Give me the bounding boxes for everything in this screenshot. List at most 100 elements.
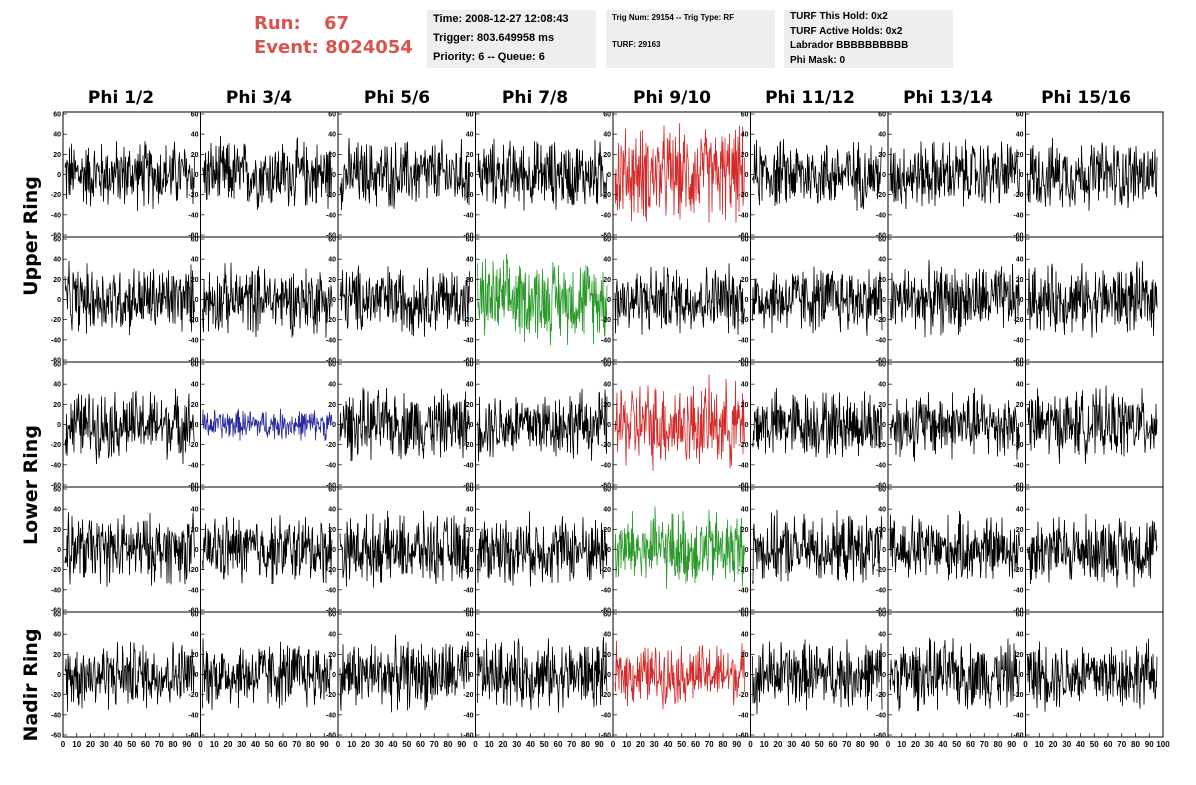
y-tick-label: 0 — [745, 422, 749, 429]
y-tick-label: 20 — [53, 277, 61, 284]
x-tick-label: 20 — [224, 740, 233, 749]
y-tick-label: -60 — [738, 608, 748, 615]
y-tick-label: -40 — [601, 337, 611, 344]
y-tick-label: -60 — [1013, 358, 1023, 365]
y-tick-label: 60 — [603, 237, 611, 244]
y-tick-label: 60 — [328, 362, 336, 369]
y-tick-label: -60 — [463, 233, 473, 240]
y-tick-label: 60 — [878, 487, 886, 494]
y-tick-label: 0 — [745, 297, 749, 304]
y-tick-label: 20 — [191, 277, 199, 284]
y-tick-label: -60 — [876, 358, 886, 365]
y-tick-label: 60 — [466, 112, 474, 119]
y-tick-label: -20 — [1013, 192, 1023, 199]
y-tick-label: 40 — [53, 257, 61, 264]
x-tick-label: 40 — [801, 740, 810, 749]
y-tick-label: -20 — [326, 692, 336, 699]
y-tick-label: 20 — [878, 527, 886, 534]
x-tick-label: 0 — [336, 740, 341, 749]
waveform-trace — [64, 388, 195, 465]
y-tick-label: -60 — [876, 608, 886, 615]
y-tick-label: 60 — [603, 112, 611, 119]
y-tick-label: 40 — [191, 382, 199, 389]
waveform-trace — [614, 506, 745, 590]
x-tick-label: 40 — [664, 740, 673, 749]
y-tick-label: 40 — [741, 507, 749, 514]
y-tick-label: 60 — [603, 362, 611, 369]
y-tick-label: 0 — [607, 672, 611, 679]
y-tick-label: 20 — [191, 527, 199, 534]
x-tick-label: 40 — [1076, 740, 1085, 749]
y-tick-label: -60 — [51, 483, 61, 490]
y-tick-label: -20 — [326, 317, 336, 324]
y-tick-label: 40 — [1016, 507, 1024, 514]
y-tick-label: 60 — [1016, 487, 1024, 494]
phi-header-5: Phi 9/10 — [632, 88, 711, 108]
y-tick-label: -20 — [876, 442, 886, 449]
y-tick-label: 20 — [328, 152, 336, 159]
y-tick-label: 40 — [603, 382, 611, 389]
y-tick-label: 0 — [607, 172, 611, 179]
y-tick-label: 20 — [1016, 277, 1024, 284]
y-tick-label: 40 — [191, 632, 199, 639]
y-tick-label: 60 — [1016, 362, 1024, 369]
waveform-trace — [477, 388, 608, 462]
y-tick-label: 40 — [466, 257, 474, 264]
waveform-trace — [752, 639, 883, 715]
y-tick-label: 20 — [466, 152, 474, 159]
y-tick-label: -20 — [463, 567, 473, 574]
x-tick-label: 0 — [748, 740, 753, 749]
phi-header-8: Phi 15/16 — [1041, 88, 1131, 108]
y-tick-label: -60 — [738, 233, 748, 240]
y-tick-label: 0 — [745, 672, 749, 679]
y-tick-label: -40 — [1013, 462, 1023, 469]
time-info-box: Time: 2008-12-27 12:08:43 Trigger: 803.6… — [427, 10, 596, 68]
y-tick-label: 20 — [466, 277, 474, 284]
y-tick-label: 20 — [53, 152, 61, 159]
trig-num-text: Trig Num: 29154 -- Trig Type: RF — [612, 13, 735, 22]
y-tick-label: 60 — [191, 362, 199, 369]
trigger-text: Trigger: 803.649958 ms — [433, 32, 555, 44]
waveform-trace — [64, 260, 195, 336]
y-tick-label: 60 — [53, 612, 61, 619]
y-tick-label: -40 — [738, 587, 748, 594]
y-tick-label: -40 — [601, 712, 611, 719]
y-tick-label: -40 — [51, 212, 61, 219]
x-tick-label: 20 — [636, 740, 645, 749]
y-tick-label: 0 — [195, 672, 199, 679]
x-tick-label: 20 — [911, 740, 920, 749]
x-tick-label: 70 — [705, 740, 714, 749]
y-tick-label: -60 — [188, 233, 198, 240]
x-tick-label: 40 — [114, 740, 123, 749]
y-tick-label: 20 — [328, 527, 336, 534]
y-tick-label: 20 — [191, 652, 199, 659]
y-tick-label: 40 — [466, 632, 474, 639]
y-tick-label: -20 — [188, 692, 198, 699]
y-tick-label: -40 — [326, 337, 336, 344]
run-info: Run: 67 Event: 8024054 — [254, 12, 413, 60]
y-tick-label: 40 — [466, 382, 474, 389]
y-tick-label: 0 — [57, 297, 61, 304]
y-tick-label: -20 — [51, 692, 61, 699]
y-tick-label: -60 — [601, 483, 611, 490]
y-tick-label: 60 — [878, 237, 886, 244]
y-tick-label: -20 — [51, 192, 61, 199]
x-tick-label: 30 — [787, 740, 796, 749]
run-value: 67 — [324, 13, 350, 34]
x-tick-label: 40 — [389, 740, 398, 749]
y-tick-label: -40 — [326, 587, 336, 594]
y-tick-label: -60 — [738, 358, 748, 365]
y-tick-label: 40 — [466, 132, 474, 139]
phi-header-6: Phi 11/12 — [765, 88, 855, 108]
y-tick-label: 0 — [195, 547, 199, 554]
y-tick-label: 60 — [191, 487, 199, 494]
y-tick-label: 20 — [1016, 527, 1024, 534]
y-tick-label: -20 — [738, 692, 748, 699]
x-tick-label: 50 — [127, 740, 136, 749]
y-tick-label: -20 — [188, 192, 198, 199]
y-tick-label: 40 — [53, 507, 61, 514]
waveform-trace — [1027, 260, 1158, 338]
turf-hold-text: TURF This Hold: 0x2 — [790, 11, 888, 22]
waveform-trace — [477, 636, 608, 713]
